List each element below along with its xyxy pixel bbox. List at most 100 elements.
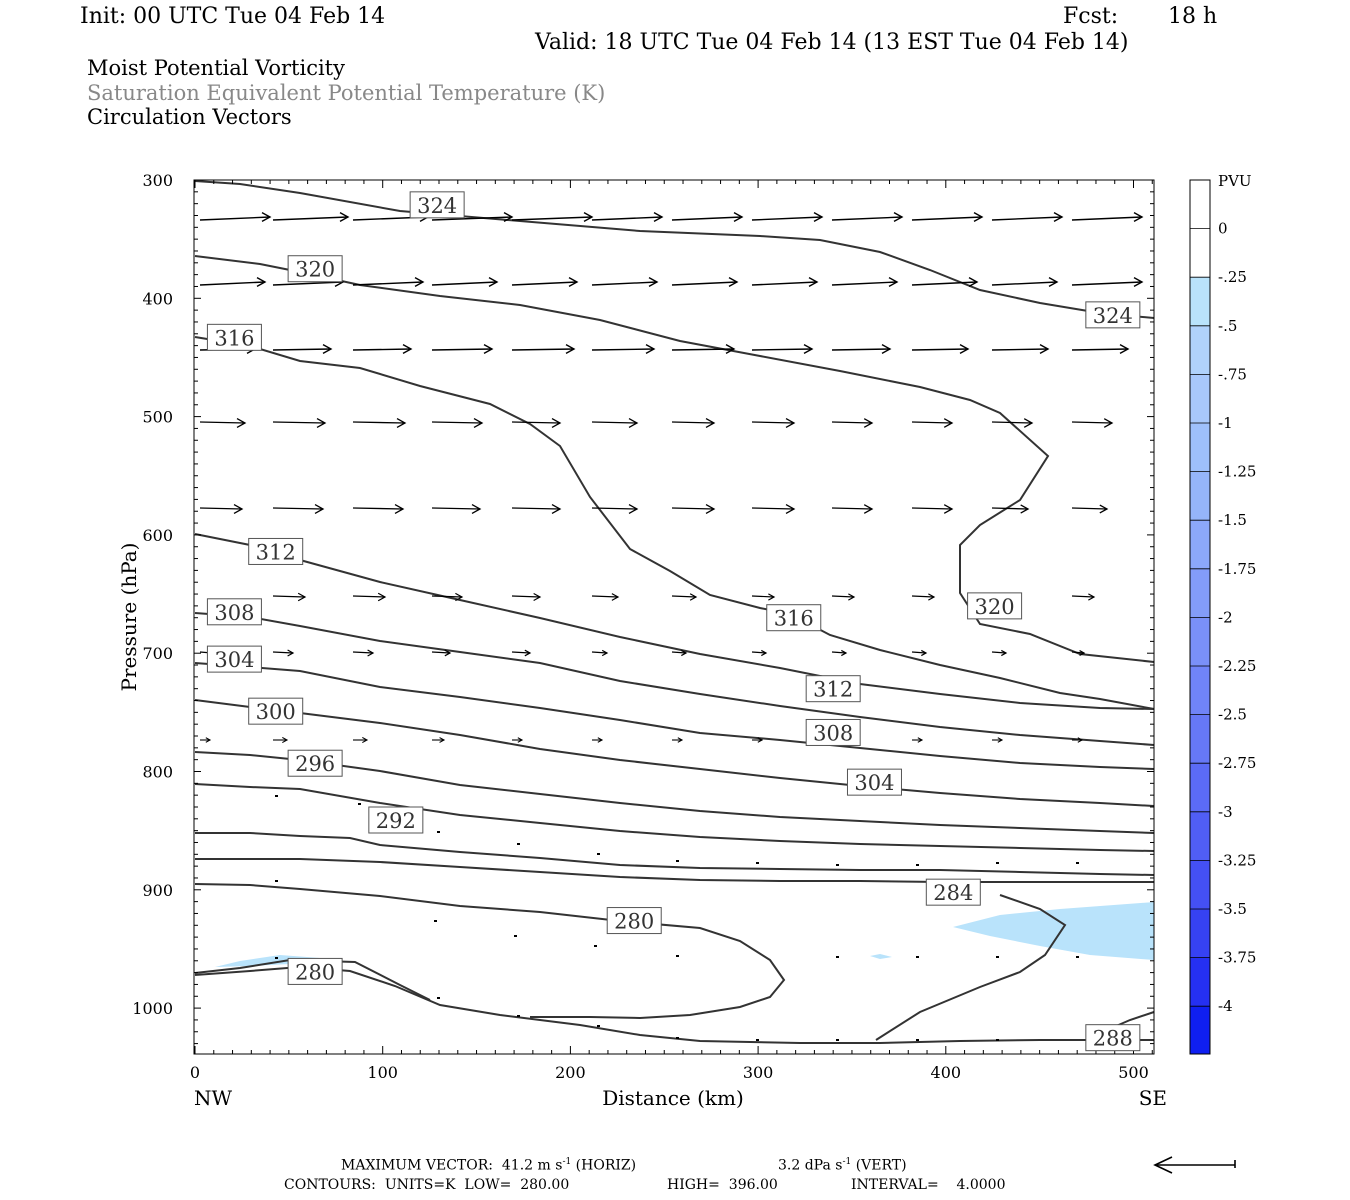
colorbar-tick-label: -2.75 (1218, 754, 1256, 772)
circulation-vector (352, 348, 412, 351)
y-axis-label: Pressure (hPa) (117, 543, 141, 692)
x-tick-label: 200 (555, 1063, 586, 1082)
contour-label: 320 (975, 595, 1015, 619)
circulation-vector (431, 421, 483, 424)
circulation-vector-head (1119, 343, 1130, 355)
circulation-vector-head (645, 343, 656, 355)
contour-label-box (287, 255, 343, 283)
y-tick-label: 1000 (132, 999, 173, 1018)
footer-vert-vector: 3.2 dPa s-1 (VERT) (778, 1157, 907, 1174)
circulation-vector-head (1077, 737, 1084, 743)
circulation-vector-head (444, 649, 452, 657)
circulation-vector-head (808, 276, 819, 288)
colorbar-segment (1190, 568, 1210, 618)
circulation-vector (751, 348, 813, 351)
circulation-vector (431, 348, 493, 351)
circulation-vector-head (848, 593, 856, 601)
circulation-vector-head (261, 211, 272, 223)
vector-dot (437, 831, 440, 833)
negative-pv-fills (215, 902, 1154, 967)
circulation-vector-head (339, 211, 350, 223)
colorbar-tick-label: -2.25 (1218, 657, 1256, 675)
vector-dot (517, 843, 520, 845)
circulation-vector (431, 281, 498, 286)
contour-label: 316 (214, 326, 254, 350)
circulation-vector-head (205, 737, 212, 743)
footer-contours: CONTOURS: UNITS=K LOW= 280.00 (284, 1177, 570, 1193)
colorbar-label: PVU (1218, 172, 1252, 190)
contour-label-box (766, 604, 822, 632)
footer-max-vector: MAXIMUM VECTOR: 41.2 m s-1 (HORIZ) (341, 1157, 637, 1174)
circulation-vector-head (367, 649, 375, 657)
circulation-vector-head (728, 276, 739, 288)
contour-label-box (287, 749, 343, 777)
contour-label-box (1085, 1024, 1141, 1052)
colorbar-segment (1190, 957, 1210, 1007)
negative-pv-region-small (870, 954, 892, 959)
contour-label: 296 (295, 752, 335, 776)
circulation-vector-head (256, 276, 267, 288)
vector-dot (756, 862, 759, 864)
circulation-vector-head (705, 418, 716, 428)
colorbar-segment (1190, 471, 1210, 521)
y-tick-label: 900 (142, 881, 173, 900)
circulation-vector-head (1053, 211, 1064, 223)
circulation-vector (511, 507, 561, 510)
circulation-vector (911, 421, 953, 424)
colorbar-segment (1190, 423, 1210, 472)
contour-label-box (1085, 301, 1141, 329)
theta-e-contour-4 (194, 612, 1155, 746)
vector-dot (916, 1039, 919, 1041)
circulation-vector (991, 421, 1033, 424)
circulation-vector-head (1001, 649, 1008, 657)
circulation-vector-head (287, 649, 295, 657)
circulation-vector (831, 507, 873, 510)
vector-dot (676, 860, 679, 862)
circulation-vector (911, 507, 953, 510)
theta-e-contour-5 (194, 662, 1155, 770)
circulation-vector (671, 651, 687, 654)
circulation-vector-head (768, 593, 776, 601)
circulation-vector (831, 281, 898, 286)
circulation-vector (751, 216, 823, 221)
vector-dot (916, 864, 919, 866)
circulation-vector-head (943, 418, 954, 428)
colorbar-segment (1190, 763, 1210, 812)
circulation-vector (199, 421, 246, 424)
circulation-vector (911, 595, 935, 598)
colorbar-tick-label: 0 (1218, 220, 1228, 238)
vector-dot (275, 957, 278, 959)
circulation-vector-head (483, 343, 494, 355)
circulation-vector (1071, 651, 1085, 654)
vector-dot (514, 935, 517, 937)
vector-dot (676, 955, 679, 957)
circulation-vector-head (551, 418, 562, 428)
circulation-vector (751, 507, 795, 510)
contour-label-box (206, 598, 262, 626)
circulation-vector-head (785, 418, 796, 428)
contour-label-box (368, 806, 424, 834)
circulation-vector (991, 507, 1029, 510)
circulation-vector (911, 651, 927, 654)
vector-dot (1076, 862, 1079, 864)
vector-dot (916, 956, 919, 958)
vector-dot (275, 795, 278, 797)
circulation-vector-head (628, 504, 639, 514)
footer-interval: INTERVAL= 4.0000 (851, 1177, 1006, 1193)
circulation-vector (272, 595, 306, 598)
colorbar-tick-label: -2 (1218, 608, 1233, 626)
circulation-vector (352, 595, 386, 598)
circulation-vector-head (517, 737, 524, 743)
circulation-vector (352, 651, 374, 654)
circulation-vector-head (943, 504, 954, 514)
contour-label-box (967, 592, 1023, 620)
vector-dot (756, 1039, 759, 1041)
vector-dot (836, 864, 839, 866)
colorbar-tick-label: -1 (1218, 414, 1233, 432)
circulation-vector (591, 348, 655, 351)
circulation-vector-head (1103, 418, 1114, 428)
field-title-mpv: Moist Potential Vorticity (87, 56, 345, 80)
circulation-vector-head (396, 418, 407, 428)
contour-label: 312 (813, 678, 853, 702)
circulation-vector (991, 216, 1063, 221)
